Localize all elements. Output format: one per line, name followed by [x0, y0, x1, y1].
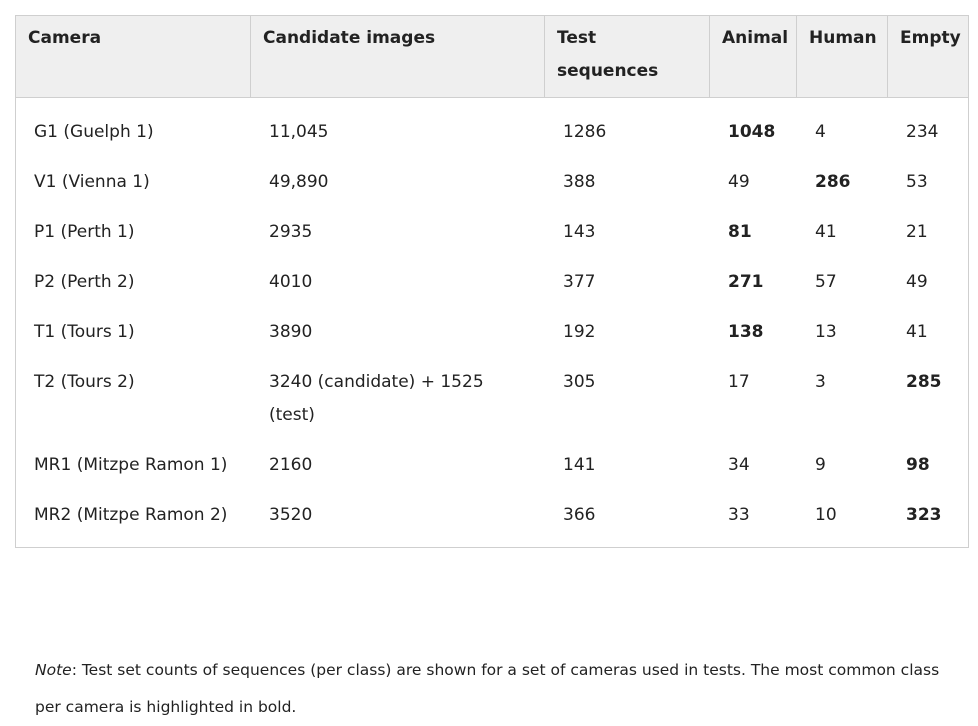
cell-human: 3 — [815, 371, 826, 392]
cell-human: 57 — [815, 271, 837, 292]
cell-candidate: 49,890 — [269, 171, 329, 192]
cell-animal: 49 — [728, 171, 750, 192]
cell-camera: G1 (Guelph 1) — [34, 121, 154, 142]
cell-animal: 34 — [728, 454, 750, 475]
cell-test: 192 — [563, 321, 596, 342]
cell-empty: 49 — [906, 271, 928, 292]
cell-candidate: 3240 (candidate) + 1525 (test) — [269, 371, 484, 425]
camera-table: Camera Candidate images Test sequences A… — [15, 15, 969, 548]
cell-test: 141 — [563, 454, 596, 475]
header-camera: Camera — [16, 16, 251, 97]
table-row: V1 (Vienna 1) 49,890 388 49 286 53 — [16, 157, 968, 207]
cell-human: 286 — [815, 171, 851, 192]
cell-human: 9 — [815, 454, 826, 475]
cell-camera: T1 (Tours 1) — [34, 321, 135, 342]
cell-camera: V1 (Vienna 1) — [34, 171, 150, 192]
cell-animal: 81 — [728, 221, 752, 242]
header-animal: Animal — [710, 16, 797, 97]
cell-empty: 234 — [906, 121, 939, 142]
cell-animal: 271 — [728, 271, 764, 292]
cell-animal: 1048 — [728, 121, 776, 142]
cell-empty: 41 — [906, 321, 928, 342]
header-test-sequences: Test sequences — [545, 16, 710, 97]
table-body: G1 (Guelph 1) 11,045 1286 1048 4 234 V1 (Vienn… — [16, 98, 968, 547]
cell-empty: 53 — [906, 171, 928, 192]
note-text: : Test set counts of sequences (per clas… — [35, 661, 940, 716]
table-note: Note: Test set counts of sequences (per … — [35, 652, 955, 726]
table-row: T1 (Tours 1) 3890 192 138 13 41 — [16, 307, 968, 357]
cell-candidate: 2935 — [269, 221, 313, 242]
cell-test: 143 — [563, 221, 596, 242]
cell-candidate: 11,045 — [269, 121, 329, 142]
cell-candidate: 3890 — [269, 321, 313, 342]
cell-empty: 21 — [906, 221, 928, 242]
table-row: P1 (Perth 1) 2935 143 81 41 21 — [16, 207, 968, 257]
table-header: Camera Candidate images Test sequences A… — [16, 16, 968, 98]
cell-candidate: 3520 — [269, 504, 313, 525]
table-row: MR2 (Mitzpe Ramon 2) 3520 366 33 10 323 — [16, 490, 968, 540]
table-row: MR1 (Mitzpe Ramon 1) 2160 141 34 9 98 — [16, 440, 968, 490]
cell-animal: 138 — [728, 321, 764, 342]
cell-candidate: 2160 — [269, 454, 313, 475]
cell-camera: MR2 (Mitzpe Ramon 2) — [34, 504, 228, 525]
cell-camera: MR1 (Mitzpe Ramon 1) — [34, 454, 228, 475]
cell-test: 1286 — [563, 121, 607, 142]
cell-human: 13 — [815, 321, 837, 342]
cell-test: 388 — [563, 171, 596, 192]
header-empty: Empty — [900, 28, 961, 48]
cell-empty: 285 — [906, 371, 942, 392]
cell-camera: T2 (Tours 2) — [34, 371, 135, 392]
cell-camera: P1 (Perth 1) — [34, 221, 135, 242]
table-row: P2 (Perth 2) 4010 377 271 57 49 — [16, 257, 968, 307]
table-row: G1 (Guelph 1) 11,045 1286 1048 4 234 — [16, 107, 968, 157]
cell-human: 41 — [815, 221, 837, 242]
cell-empty: 323 — [906, 504, 942, 525]
cell-animal: 33 — [728, 504, 750, 525]
cell-test: 366 — [563, 504, 596, 525]
cell-empty: 98 — [906, 454, 930, 475]
cell-human: 10 — [815, 504, 837, 525]
header-human: Human — [797, 16, 888, 97]
table-row: T2 (Tours 2) 3240 (candidate) + 1525 (tes… — [16, 357, 968, 440]
note-label: Note — [35, 661, 72, 679]
header-candidate-images: Candidate images — [251, 16, 545, 97]
cell-human: 4 — [815, 121, 826, 142]
cell-test: 305 — [563, 371, 596, 392]
cell-animal: 17 — [728, 371, 750, 392]
cell-camera: P2 (Perth 2) — [34, 271, 135, 292]
cell-test: 377 — [563, 271, 596, 292]
cell-candidate: 4010 — [269, 271, 313, 292]
